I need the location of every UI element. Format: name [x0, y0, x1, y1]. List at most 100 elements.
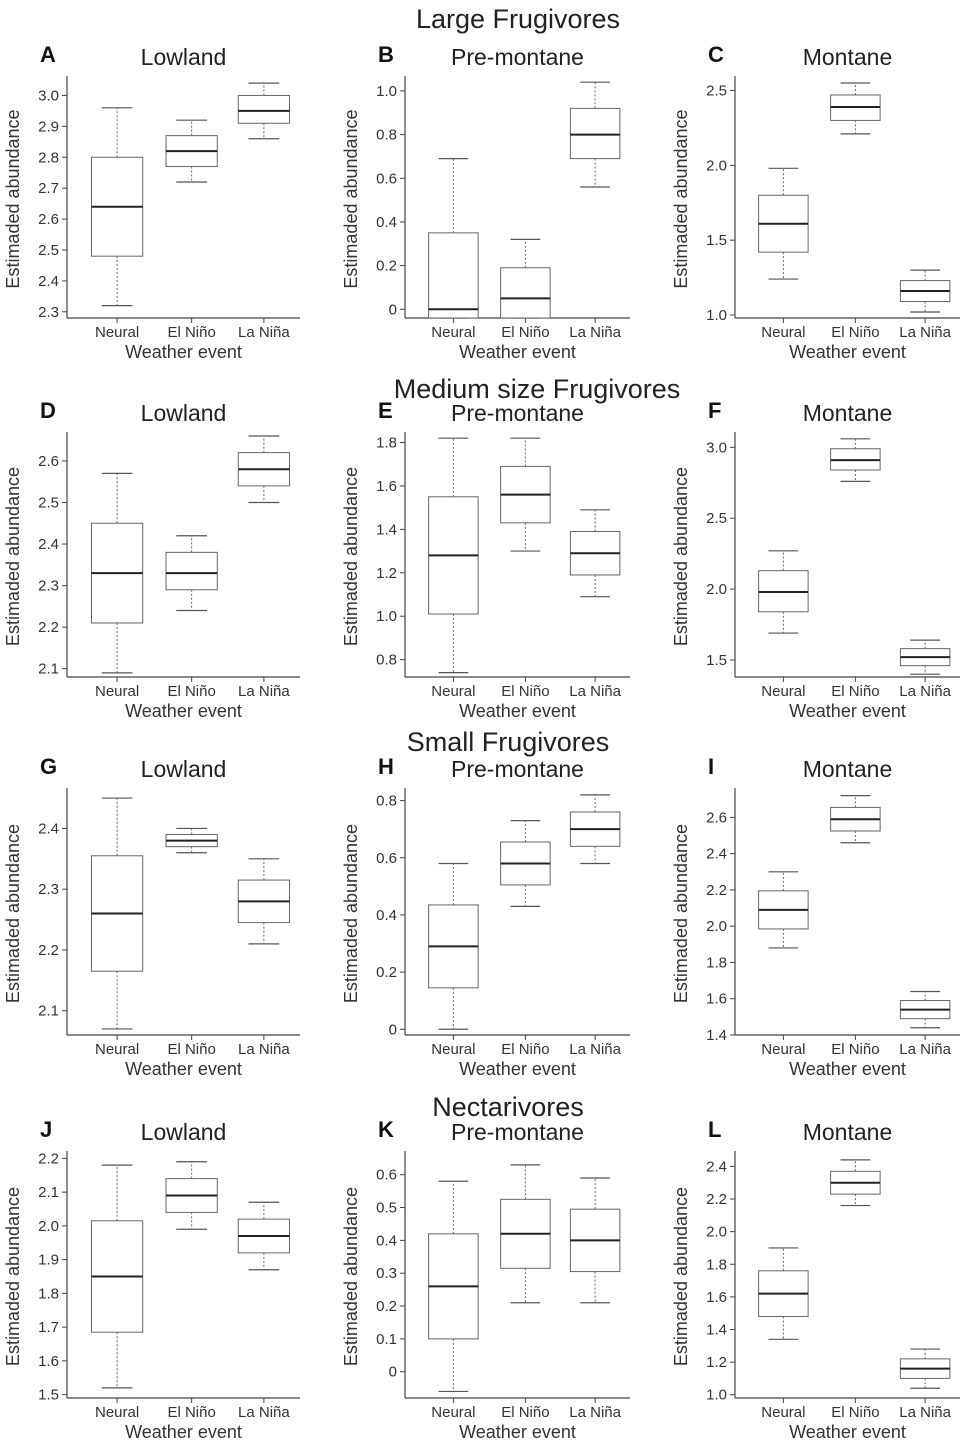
y-tick-label: 1.2 [376, 565, 397, 582]
panel-title-l: Montane [803, 1119, 893, 1145]
box-g-2 [165, 827, 218, 854]
x-tick-label: La Niña [899, 683, 951, 700]
y-axis-label-b: Estimaded abundance [341, 109, 361, 288]
y-tick-label: 2.5 [706, 82, 727, 99]
box-body [428, 232, 479, 319]
box-f-1 [758, 550, 809, 634]
panel-title-c: Montane [803, 44, 893, 70]
x-tick-label: La Niña [899, 1404, 951, 1421]
panel-title-g: Lowland [141, 756, 227, 782]
box-c-2 [830, 82, 881, 135]
x-tick-label: La Niña [899, 324, 951, 341]
x-axis-label-a: Weather event [125, 342, 242, 362]
panel-a: A Lowland 2.3 2.4 2.5 2.6 2.7 2.8 2.9 3.0 Estimade… [3, 42, 300, 362]
y-tick-label: 0.2 [376, 964, 397, 981]
y-tick-label: 2.6 [38, 453, 59, 470]
panel-title-i: Montane [803, 756, 893, 782]
box-i-1 [758, 871, 809, 949]
panel-f: F Montane 1.5 2.0 2.5 3.0 Estimaded abundance N… [671, 398, 960, 721]
y-tick-label: 2.0 [706, 918, 727, 935]
section-title-nectarivores: Nectarivores [432, 1092, 584, 1122]
y-tick-label: 2.2 [706, 1191, 727, 1208]
panel-title-e: Pre-montane [451, 400, 584, 426]
box-body [165, 551, 218, 591]
panel-c: C Montane 1.0 1.5 2.0 2.5 Estimaded abundance N… [671, 42, 960, 362]
x-tick-label: El Niño [501, 683, 549, 700]
box-a-2 [165, 119, 218, 183]
box-e-1 [428, 437, 479, 674]
box-d-2 [165, 535, 218, 612]
box-body [237, 94, 291, 124]
panel-letter-l: L [708, 1117, 721, 1142]
box-h-2 [500, 819, 551, 907]
y-tick-label: 2.0 [706, 1224, 727, 1241]
y-tick-label: 1.8 [706, 1256, 727, 1273]
y-tick-label: 1.8 [38, 1285, 59, 1302]
y-tick-label: 2.1 [38, 1184, 59, 1201]
y-tick-label: 3.0 [38, 87, 59, 104]
panel-letter-j: J [40, 1117, 52, 1142]
y-tick-label: 1.9 [38, 1252, 59, 1269]
box-body [569, 107, 621, 160]
section-title-large-frugivores: Large Frugivores [416, 4, 620, 34]
x-tick-label: Neural [95, 324, 139, 341]
panel-letter-c: C [708, 42, 724, 67]
panel-letter-f: F [708, 398, 721, 423]
y-axis-label-k: Estimaded abundance [341, 1187, 361, 1366]
y-tick-label: 0.1 [376, 1331, 397, 1348]
y-tick-label: 0.8 [376, 652, 397, 669]
box-f-2 [830, 438, 881, 482]
y-tick-label: 0.4 [376, 1232, 397, 1249]
y-tick-label: 1.4 [376, 521, 397, 538]
box-g-3 [237, 858, 291, 945]
y-tick-label: 1.6 [38, 1353, 59, 1370]
y-tick-label: 2.0 [706, 157, 727, 174]
x-axis-label-g: Weather event [125, 1059, 242, 1079]
x-tick-label: La Niña [238, 1041, 290, 1058]
y-tick-label: 1.5 [706, 652, 727, 669]
y-tick-label: 2.4 [38, 273, 59, 290]
y-tick-label: 0.8 [376, 127, 397, 144]
y-tick-label: 2.2 [38, 1150, 59, 1167]
y-tick-label: 2.4 [38, 536, 59, 553]
panel-letter-a: A [40, 42, 56, 67]
panel-title-d: Lowland [141, 400, 227, 426]
y-tick-label: 2.5 [38, 494, 59, 511]
y-axis-label-e: Estimaded abundance [341, 467, 361, 646]
panel-title-b: Pre-montane [451, 44, 584, 70]
y-tick-label: 0.6 [376, 850, 397, 867]
x-tick-label: El Niño [501, 1404, 549, 1421]
x-tick-label: El Niño [501, 324, 549, 341]
x-tick-label: La Niña [569, 683, 621, 700]
y-tick-label: 2.0 [706, 581, 727, 598]
box-d-3 [237, 435, 291, 504]
x-axis-label-c: Weather event [789, 342, 906, 362]
y-axis-label-c: Estimaded abundance [671, 109, 691, 288]
panel-letter-k: K [378, 1117, 394, 1142]
x-tick-label: Neural [761, 683, 805, 700]
y-axis-label-d: Estimaded abundance [3, 467, 23, 646]
x-tick-label: El Niño [167, 324, 215, 341]
x-tick-label: Neural [431, 1404, 475, 1421]
box-l-2 [830, 1159, 881, 1207]
box-e-2 [500, 437, 551, 552]
x-tick-label: Neural [95, 683, 139, 700]
y-tick-label: 0 [389, 301, 397, 318]
box-j-2 [165, 1161, 218, 1230]
box-body [500, 267, 551, 319]
y-tick-label: 2.6 [38, 211, 59, 228]
x-tick-label: La Niña [569, 1404, 621, 1421]
panel-title-k: Pre-montane [451, 1119, 584, 1145]
panel-letter-h: H [378, 754, 394, 779]
x-tick-label: El Niño [167, 1041, 215, 1058]
panel-title-h: Pre-montane [451, 756, 584, 782]
y-tick-label: 0.8 [376, 793, 397, 810]
x-axis-label-e: Weather event [459, 701, 576, 721]
y-tick-label: 1.6 [706, 1289, 727, 1306]
panel-title-j: Lowland [141, 1119, 227, 1145]
y-tick-label: 0.4 [376, 214, 397, 231]
box-f-3 [899, 639, 951, 675]
y-axis-label-j: Estimaded abundance [3, 1187, 23, 1366]
panel-letter-b: B [378, 42, 394, 67]
